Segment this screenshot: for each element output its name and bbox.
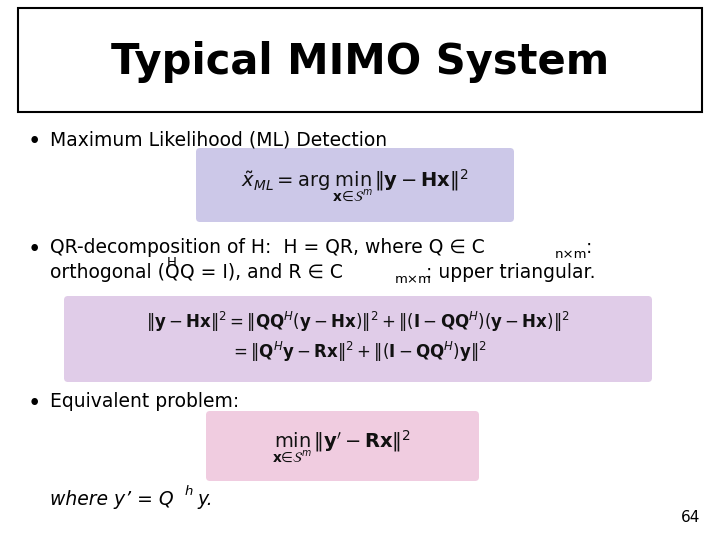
FancyBboxPatch shape	[64, 296, 652, 382]
Text: Equivalent problem:: Equivalent problem:	[50, 392, 239, 411]
Text: $\|\mathbf{y}-\mathbf{H}\mathbf{x}\|^2 = \|\mathbf{Q}\mathbf{Q}^H(\mathbf{y}-\ma: $\|\mathbf{y}-\mathbf{H}\mathbf{x}\|^2 =…	[146, 310, 570, 334]
Text: $\min_{\mathbf{x}\in\mathcal{S}^m}\|\mathbf{y}'-\mathbf{R}\mathbf{x}\|^2$: $\min_{\mathbf{x}\in\mathcal{S}^m}\|\mat…	[272, 428, 412, 464]
Text: :: :	[586, 238, 593, 257]
Text: $= \|\mathbf{Q}^H\mathbf{y}-\mathbf{R}\mathbf{x}\|^2 + \|(\mathbf{I}-\mathbf{Q}\: $= \|\mathbf{Q}^H\mathbf{y}-\mathbf{R}\m…	[230, 340, 487, 364]
Text: m×m: m×m	[395, 273, 432, 286]
Text: QR-decomposition of H:  H = QR, where Q ∈ C: QR-decomposition of H: H = QR, where Q ∈…	[50, 238, 485, 257]
FancyBboxPatch shape	[18, 8, 702, 112]
Text: 64: 64	[680, 510, 700, 525]
Text: orthogonal (Q: orthogonal (Q	[50, 263, 179, 282]
Text: Q = I), and R ∈ C: Q = I), and R ∈ C	[180, 263, 343, 282]
Text: where y’ = Q: where y’ = Q	[50, 490, 174, 509]
Text: y.: y.	[197, 490, 212, 509]
Text: •: •	[28, 392, 41, 415]
Text: h: h	[185, 485, 194, 498]
Text: H: H	[167, 256, 177, 269]
Text: Maximum Likelihood (ML) Detection: Maximum Likelihood (ML) Detection	[50, 130, 387, 149]
FancyBboxPatch shape	[206, 411, 479, 481]
Text: n×m: n×m	[555, 248, 588, 261]
Text: : upper triangular.: : upper triangular.	[426, 263, 595, 282]
Text: $\tilde{x}_{ML} = \mathrm{arg}\,\min_{\mathbf{x}\in\mathcal{S}^m}\|\mathbf{y}-\m: $\tilde{x}_{ML} = \mathrm{arg}\,\min_{\m…	[241, 167, 469, 203]
Text: Typical MIMO System: Typical MIMO System	[111, 41, 609, 83]
Text: •: •	[28, 238, 41, 261]
FancyBboxPatch shape	[196, 148, 514, 222]
Text: •: •	[28, 130, 41, 153]
